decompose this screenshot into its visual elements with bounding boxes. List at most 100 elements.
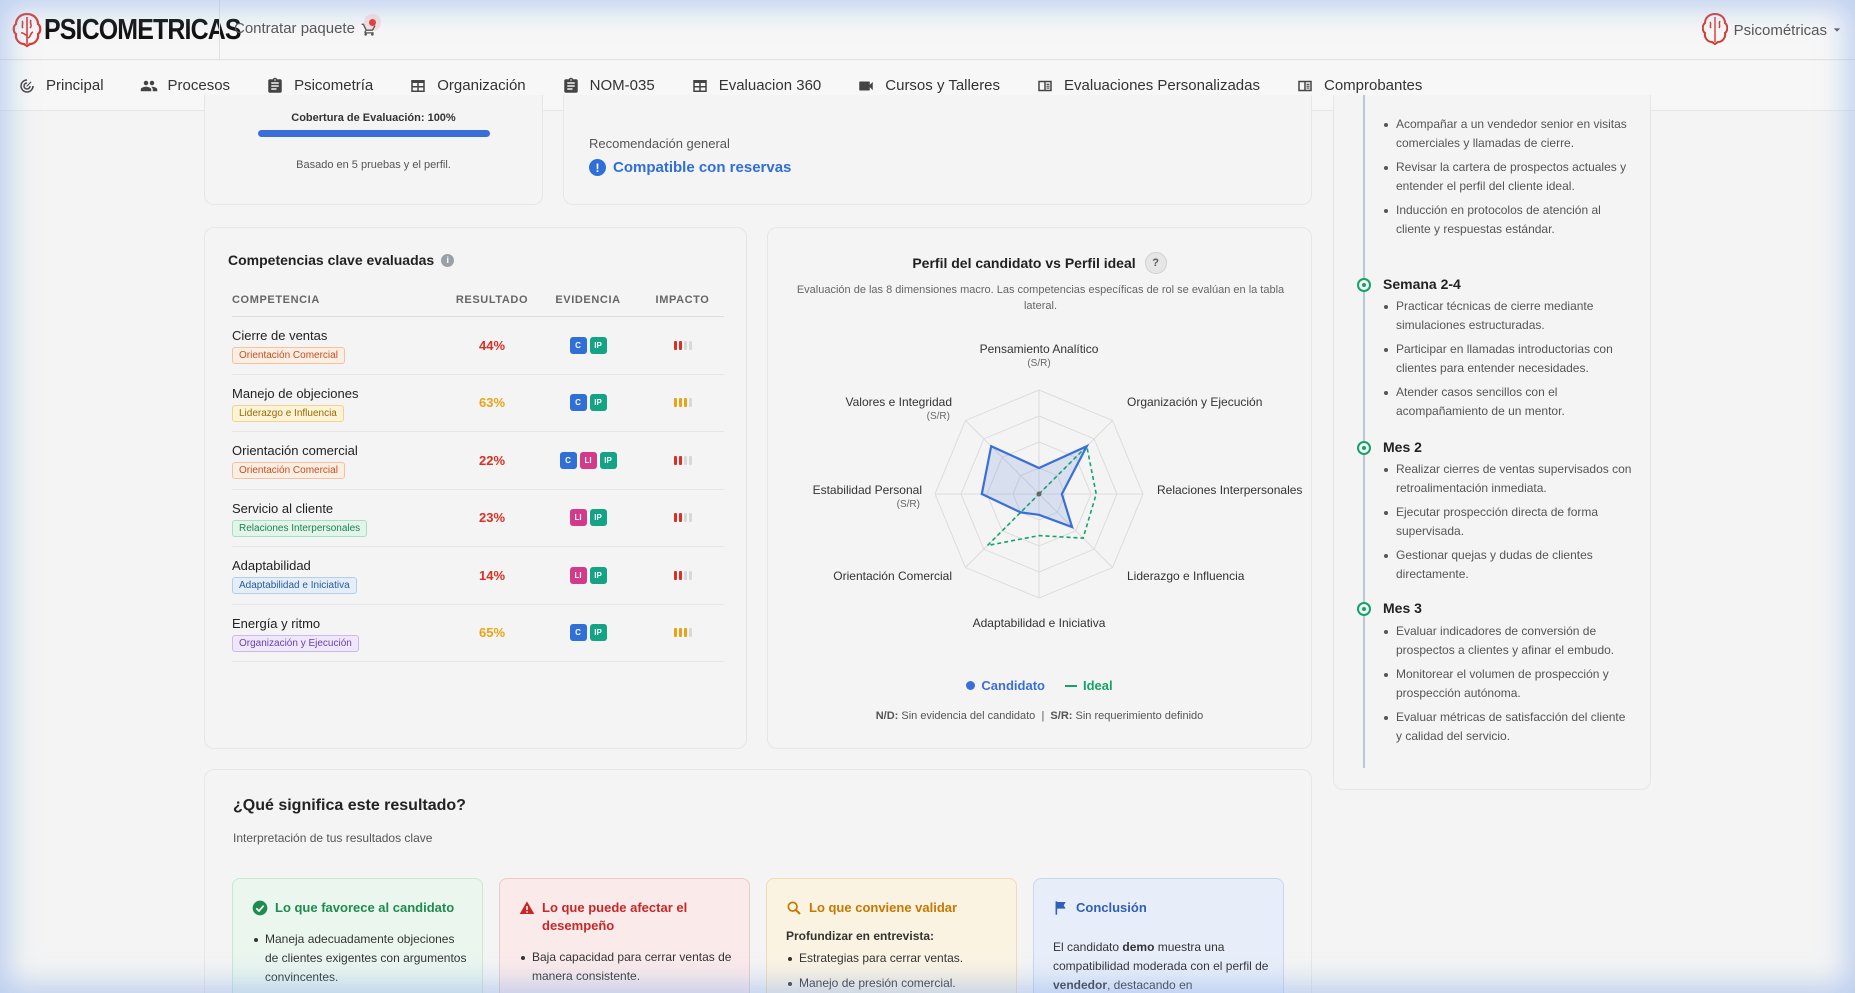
impact-bar — [688, 570, 692, 580]
brain-logo-icon — [12, 12, 42, 48]
competencies-title-text: Competencias clave evaluadas — [228, 252, 435, 268]
plan-item: Monitorear el volumen de prospección y p… — [1384, 665, 1634, 703]
impact-bar — [683, 570, 687, 580]
conclusion-part: El candidato — [1053, 940, 1120, 954]
table-row: Servicio al cliente Relaciones Interperso… — [232, 490, 724, 547]
radar-subtitle: Evaluación de las 8 dimensiones macro. L… — [796, 284, 1285, 312]
stage-list: Realizar cierres de ventas supervisados … — [1384, 460, 1634, 584]
contratar-label: Contratar paquete — [234, 20, 355, 37]
divider — [219, 0, 220, 60]
evidence-badge: C — [569, 624, 587, 642]
competency-cell: Cierre de ventas Orientación Comercial — [232, 326, 449, 365]
impact-bar — [678, 398, 682, 408]
timeline-marker — [1357, 278, 1371, 292]
radar-axis-note: (S/R) — [1027, 358, 1050, 369]
favor-title: Lo que favorece al candidato — [275, 900, 455, 915]
footnote-nd-key: N/D: — [875, 710, 899, 722]
footnote-sr-key: S/R: — [1050, 710, 1073, 722]
impact-bar — [673, 570, 677, 580]
recommendation-card: Recomendación general ! Compatible con r… — [563, 95, 1312, 205]
dimension-tag: Orientación Comercial — [232, 462, 345, 480]
radar-axis-label: Relaciones Interpersonales — [1157, 483, 1302, 497]
video-icon — [859, 81, 874, 90]
nav-label: Organización — [437, 77, 526, 94]
conclusion-text: El candidato demo muestra una compatibil… — [1053, 938, 1269, 993]
coverage-note: Basado en 5 pruebas y el perfil. — [296, 159, 451, 171]
radar-axis-label: Organización y Ejecución — [1127, 395, 1262, 409]
impact-bar — [678, 340, 682, 350]
book-icon — [1038, 80, 1052, 91]
search-icon — [787, 901, 801, 915]
nav-label: Procesos — [167, 77, 231, 94]
nav-evaluaciones-personalizadas[interactable]: Evaluaciones Personalizadas — [1036, 77, 1260, 95]
plan-item: Inducción en protocolos de atención al c… — [1384, 201, 1634, 239]
nav-nom-035[interactable]: NOM-035 — [562, 77, 655, 95]
nav-procesos[interactable]: Procesos — [140, 77, 231, 95]
stage-title: Mes 2 — [1383, 439, 1422, 455]
timeline-marker — [1357, 441, 1371, 455]
competency-name: Servicio al cliente — [232, 500, 334, 516]
radar-title: Perfil del candidato vs Perfil ideal ? — [768, 252, 1311, 274]
conclusion-title: Conclusión — [1076, 900, 1147, 915]
radar-axis-label: Valores e Integridad — [845, 395, 952, 409]
evidence-badge: IP — [589, 624, 607, 642]
evidence-badge: IP — [589, 566, 607, 584]
impact-indicator — [641, 628, 724, 638]
contratar-paquete-link[interactable]: Contratar paquete — [234, 20, 377, 37]
impact-bar — [673, 398, 677, 408]
affect-header: Lo que puede afectar el desempeño — [519, 899, 735, 935]
impact-bar — [683, 398, 687, 408]
nav-psicometria[interactable]: Psicometría — [266, 77, 373, 95]
legend-dot — [966, 681, 976, 690]
legend-candidato-label: Candidato — [981, 678, 1045, 693]
nav-principal[interactable]: Principal — [18, 77, 104, 95]
impact-bar — [673, 628, 677, 638]
plan-item: Participar en llamadas introductorias co… — [1384, 340, 1634, 378]
evidence-badge: C — [569, 394, 587, 412]
table-row: Energía y ritmo Organización y Ejecución 6… — [232, 605, 724, 662]
evidence-badges: C IP — [535, 336, 641, 354]
result-value: 23% — [478, 510, 506, 526]
clipboard-icon — [563, 77, 578, 93]
conclusion-header: Conclusión — [1053, 899, 1269, 917]
nav-comprobantes[interactable]: Comprobantes — [1296, 77, 1422, 95]
impact-bar — [673, 513, 677, 523]
dimension-tag: Adaptabilidad e Iniciativa — [232, 577, 357, 595]
caret-down-icon — [1833, 28, 1841, 32]
nav-cursos-talleres[interactable]: Cursos y Talleres — [857, 77, 1000, 95]
impact-bar — [688, 455, 692, 465]
brand-logo[interactable]: PSICOMETRICAS — [12, 10, 273, 50]
plan-item: Ejecutar prospección directa de forma su… — [1384, 503, 1634, 541]
footnote-sr-text: Sin requerimiento definido — [1075, 710, 1204, 722]
competency-cell: Servicio al cliente Relaciones Interperso… — [232, 499, 449, 537]
table-body: Cierre de ventas Orientación Comercial 44%… — [232, 317, 724, 662]
table-icon — [692, 79, 707, 92]
result-value: 44% — [478, 337, 506, 353]
flag-icon — [1055, 901, 1066, 915]
radar-axis-note: (S/R) — [927, 411, 950, 422]
favor-box: Lo que favorece al candidato Maneja adec… — [232, 878, 483, 993]
nav-label: Principal — [46, 77, 104, 94]
table-row: Cierre de ventas Orientación Comercial 44%… — [232, 317, 724, 375]
radar-spoke — [965, 420, 1040, 495]
nav-organizacion[interactable]: Organización — [409, 77, 526, 95]
validate-item: Estrategias para cerrar ventas. — [786, 949, 1002, 968]
info-icon[interactable]: i — [441, 253, 455, 267]
table-header: COMPETENCIA RESULTADO EVIDENCIA IMPACTO — [232, 283, 724, 317]
nav-evaluacion-360[interactable]: Evaluacion 360 — [691, 77, 821, 95]
evidence-badges: C IP — [535, 394, 641, 412]
help-icon[interactable]: ? — [1144, 252, 1167, 274]
evidence-badges: C IP — [535, 624, 641, 642]
coverage-card: Cobertura de Evaluación: 100% Basado en … — [204, 95, 543, 205]
favor-item: Maneja adecuadamente objeciones de clien… — [252, 930, 468, 987]
impact-bar — [673, 455, 677, 465]
competency-name: Orientación comercial — [232, 443, 358, 459]
evidence-badge: LI — [579, 451, 597, 469]
legend-ideal: Ideal — [1064, 678, 1113, 693]
radar-axis-label: Liderazgo e Influencia — [1127, 569, 1245, 583]
top-bar: PSICOMETRICAS Contratar paquete Psicomét… — [0, 0, 1855, 60]
validate-item: Manejo de presión comercial. — [786, 974, 1002, 993]
user-menu[interactable]: Psicométricas — [1701, 12, 1841, 48]
clock-icon — [20, 78, 34, 93]
evidence-badge: LI — [569, 566, 587, 584]
